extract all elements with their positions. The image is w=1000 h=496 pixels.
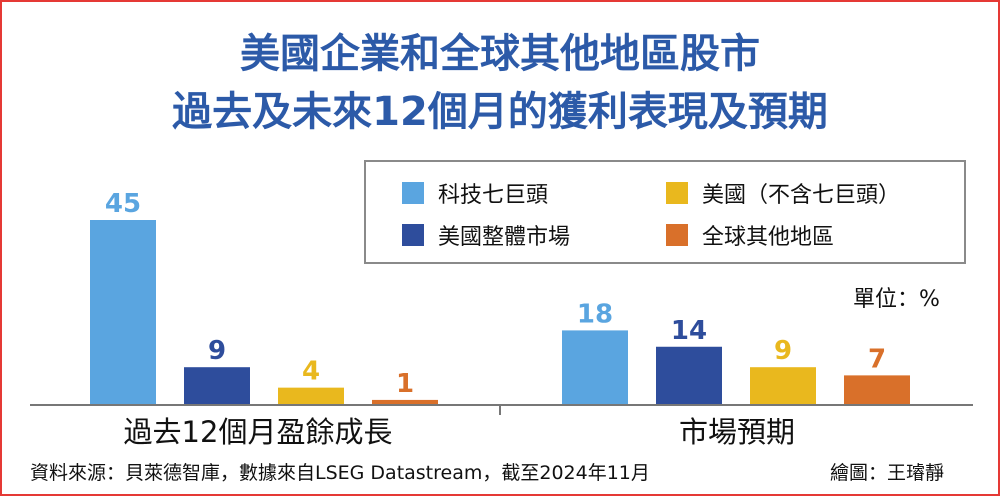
value-label-tech7-past: 45 bbox=[105, 189, 141, 219]
value-label-us-ex-tech7-expected: 9 bbox=[774, 336, 792, 366]
legend-label-tech7: 科技七巨頭 bbox=[438, 183, 549, 208]
bar-tech7-past bbox=[90, 220, 156, 404]
bar-us-market-past bbox=[184, 367, 250, 404]
value-label-tech7-expected: 18 bbox=[577, 299, 613, 329]
legend-swatch-tech7 bbox=[402, 182, 424, 204]
legend-swatch-us-market bbox=[402, 224, 424, 246]
value-label-rest-of-world-expected: 7 bbox=[868, 344, 886, 374]
legend-label-us-ex-tech7: 美國（不含七巨頭） bbox=[702, 183, 901, 208]
chart-title-line2: 過去及未來12個月的獲利表現及預期 bbox=[172, 89, 828, 135]
bar-rest-of-world-past bbox=[372, 399, 438, 404]
legend-item-rest-of-world: 全球其他地區 bbox=[666, 220, 834, 250]
value-label-us-ex-tech7-past: 4 bbox=[302, 357, 320, 387]
legend-item-us-ex-tech7: 美國（不含七巨頭） bbox=[666, 178, 900, 208]
legend: 科技七巨頭 美國（不含七巨頭） 美國整體市場 全球其他地區 bbox=[364, 160, 966, 264]
bar-us-market-expected bbox=[656, 346, 722, 404]
chart-title-line1: 美國企業和全球其他地區股市 bbox=[240, 31, 760, 77]
value-label-us-market-expected: 14 bbox=[671, 316, 707, 346]
bar-us-ex-tech7-past bbox=[278, 387, 344, 404]
legend-item-tech7: 科技七巨頭 bbox=[402, 178, 548, 208]
legend-swatch-rest-of-world bbox=[666, 224, 688, 246]
unit-label: 單位：% bbox=[853, 287, 940, 312]
group-label-past: 過去12個月盈餘成長 bbox=[124, 415, 393, 449]
legend-label-rest-of-world: 全球其他地區 bbox=[702, 225, 835, 250]
group-label-expected: 市場預期 bbox=[679, 415, 795, 449]
value-label-rest-of-world-past: 1 bbox=[396, 369, 414, 399]
bar-tech7-expected bbox=[562, 330, 628, 404]
legend-swatch-us-ex-tech7 bbox=[666, 182, 688, 204]
credit: 繪圖：王璿靜 bbox=[830, 462, 945, 484]
value-label-us-market-past: 9 bbox=[208, 336, 226, 366]
source-note: 資料來源：貝萊德智庫，數據來自LSEG Datastream，截至2024年11… bbox=[30, 462, 650, 484]
bar-rest-of-world-expected bbox=[844, 375, 910, 404]
bar-us-ex-tech7-expected bbox=[750, 367, 816, 404]
legend-label-us-market: 美國整體市場 bbox=[438, 225, 571, 250]
legend-item-us-market: 美國整體市場 bbox=[402, 220, 570, 250]
